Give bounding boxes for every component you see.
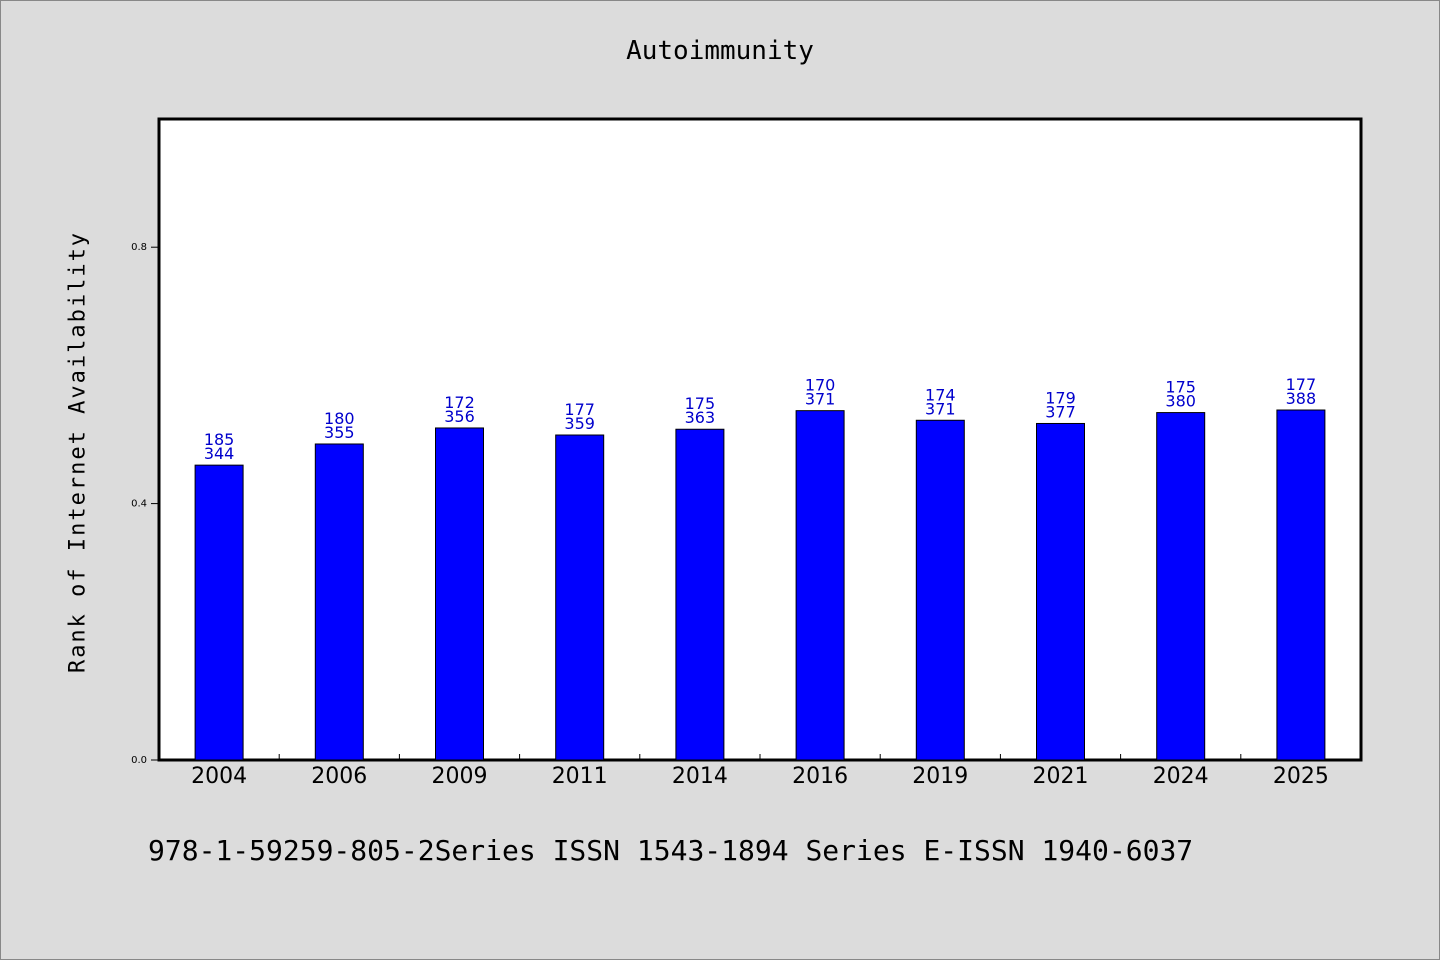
bar-label-bottom-2009: 356 [444, 407, 475, 426]
y-tick-label-0.8: 0.8 [131, 242, 147, 253]
chart-title: Autoimmunity [626, 36, 814, 66]
bar-label-bottom-2011: 359 [564, 414, 595, 433]
x-tick-label-2004: 2004 [191, 764, 247, 789]
bar-label-bottom-2024: 380 [1165, 392, 1196, 411]
bar-label-top-2019: 174 [925, 385, 956, 404]
bar-2024 [1156, 412, 1206, 761]
x-tick-label-2009: 2009 [432, 764, 488, 789]
bar-label-top-2024: 175 [1165, 378, 1196, 397]
x-tick-label-2011: 2011 [552, 764, 608, 789]
x-tick-label-2019: 2019 [912, 764, 968, 789]
bar-2004 [194, 464, 244, 761]
bar-2021 [1036, 422, 1085, 761]
x-tick-label-2025: 2025 [1273, 764, 1329, 789]
footer-identifier: 978-1-59259-805-2Series ISSN 1543-1894 S… [148, 834, 1194, 867]
bar-2009 [435, 427, 484, 761]
bar-label-bottom-2014: 363 [685, 408, 716, 427]
y-axis-ticks: 0.0 0.4 0.8 [131, 242, 159, 766]
x-tick-label-2021: 2021 [1033, 764, 1089, 789]
bar-2016 [795, 410, 845, 761]
bars-group [194, 409, 1326, 761]
bar-label-bottom-2004: 344 [204, 444, 235, 463]
x-tick-label-2024: 2024 [1153, 764, 1209, 789]
bar-label-top-2009: 172 [444, 393, 475, 412]
bar-label-top-2014: 175 [685, 394, 716, 413]
bar-label-top-2025: 177 [1286, 375, 1317, 394]
x-tick-label-2014: 2014 [672, 764, 728, 789]
bar-label-top-2011: 177 [564, 400, 595, 419]
bar-label-top-2016: 170 [805, 376, 836, 395]
x-tick-label-2016: 2016 [792, 764, 848, 789]
bar-2025 [1276, 409, 1326, 761]
y-tick-label-0.4: 0.4 [131, 499, 147, 510]
y-tick-label-0.0: 0.0 [131, 755, 147, 766]
bar-label-bottom-2019: 371 [925, 399, 956, 418]
bar-2011 [555, 434, 605, 761]
bar-2006 [314, 443, 364, 761]
x-tick-label-2006: 2006 [311, 764, 367, 789]
bar-label-bottom-2025: 388 [1286, 389, 1317, 408]
bar-label-bottom-2006: 355 [324, 423, 355, 442]
bar-label-bottom-2016: 371 [805, 390, 836, 409]
x-axis-ticks: 2004 2006 2009 2011 2014 2016 2019 2021 2024 2025 [191, 754, 1329, 789]
bar-2014 [675, 428, 725, 761]
bar-label-bottom-2021: 377 [1045, 402, 1076, 421]
bar-label-top-2006: 180 [324, 409, 355, 428]
bar-label-top-2004: 185 [204, 430, 235, 449]
bar-label-top-2021: 179 [1045, 388, 1076, 407]
bar-2019 [915, 419, 965, 761]
